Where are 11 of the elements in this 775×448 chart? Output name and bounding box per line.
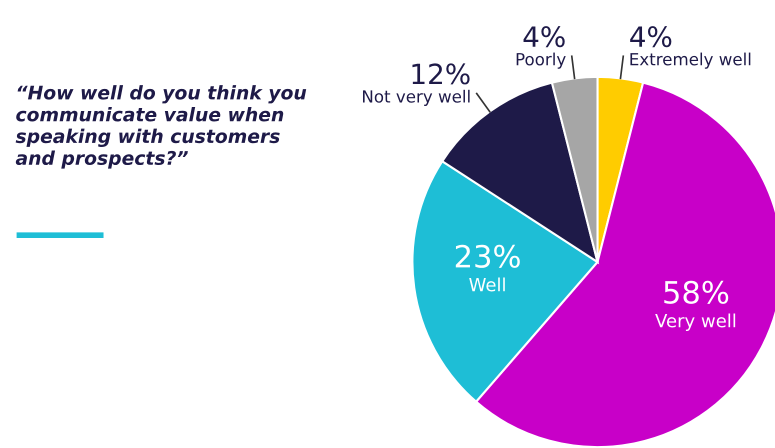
slice-label: Not very well — [363, 90, 470, 106]
data-label: 58% — [664, 280, 728, 304]
slice-label: Well — [469, 277, 505, 292]
text: “How well do you think you communicate value when speaking with customers and prospects?” — [16, 85, 306, 169]
slice-label: Poorly — [516, 52, 566, 69]
data-label: 12% — [412, 63, 470, 84]
data-label: 23% — [456, 244, 520, 268]
slice-label: Extremely well — [630, 52, 750, 69]
data-label: 4% — [630, 26, 672, 48]
slice-label: Very well — [655, 313, 736, 331]
data-label: 4% — [524, 26, 565, 48]
